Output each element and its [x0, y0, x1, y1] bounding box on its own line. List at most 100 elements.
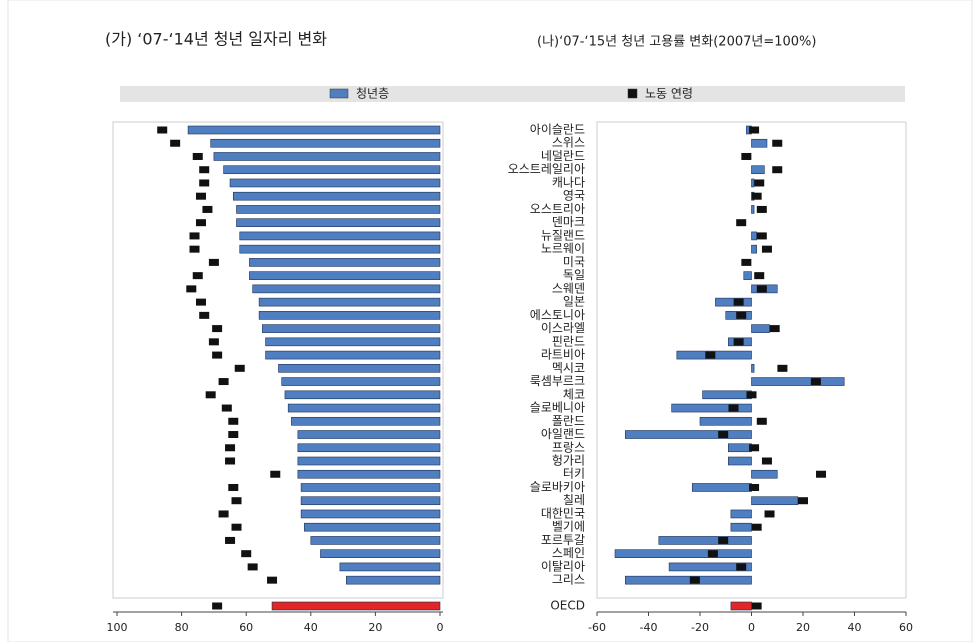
marker	[756, 205, 767, 213]
x-tick-label: 100	[107, 621, 128, 634]
marker	[756, 285, 767, 293]
category-label: 뉴질랜드	[541, 228, 585, 242]
category-label: 프랑스	[552, 440, 585, 454]
category-label: 스웨덴	[552, 281, 585, 295]
bar	[743, 271, 752, 280]
bar	[339, 562, 441, 572]
marker	[192, 152, 203, 160]
bar	[320, 549, 441, 558]
marker	[228, 483, 239, 491]
marker	[749, 483, 760, 491]
marker	[736, 219, 747, 227]
marker	[761, 245, 772, 253]
marker	[733, 298, 744, 306]
bar	[310, 536, 441, 545]
marker	[231, 523, 242, 531]
category-label: 오스트리아	[530, 202, 585, 216]
category-label: 폴란드	[552, 414, 585, 428]
marker	[756, 417, 767, 425]
bar	[265, 337, 441, 347]
bar	[300, 509, 441, 519]
category-label: 대한민국	[541, 506, 585, 520]
legend-swatch	[329, 88, 349, 99]
x-tick-label: 60	[899, 621, 913, 634]
bar	[297, 456, 441, 466]
marker	[705, 351, 716, 359]
bar	[223, 165, 441, 175]
bar	[751, 205, 755, 214]
marker	[208, 338, 219, 346]
category-label: 노르웨이	[541, 242, 585, 256]
marker	[241, 550, 252, 558]
bar	[239, 244, 441, 254]
category-label: 스위스	[552, 136, 585, 150]
marker	[754, 179, 765, 187]
category-label: 슬로베니아	[530, 401, 585, 415]
category-label: 미국	[563, 255, 585, 269]
bar	[236, 205, 441, 214]
legend-label: 청년층	[356, 87, 389, 101]
category-label: 멕시코	[552, 361, 585, 375]
category-label: 핀란드	[552, 334, 585, 348]
marker	[777, 364, 788, 372]
category-label: 슬로바키아	[530, 480, 585, 494]
marker	[749, 126, 760, 134]
category-label: 포르투갈	[541, 533, 585, 547]
marker	[212, 602, 223, 610]
bar	[751, 364, 755, 373]
category-label: 스페인	[552, 546, 585, 560]
bar	[728, 456, 752, 466]
category-label: 오스트레일리아	[508, 162, 585, 176]
marker	[205, 391, 216, 399]
legend-label: 노동 연령	[645, 87, 693, 101]
bar	[258, 297, 441, 307]
category-label: 그리스	[552, 573, 585, 587]
category-label: 캐나다	[552, 175, 585, 189]
marker	[189, 245, 200, 253]
bar	[281, 377, 441, 386]
category-label: 라트비아	[541, 348, 585, 362]
marker	[761, 457, 772, 465]
bar	[751, 178, 755, 188]
marker	[754, 272, 765, 280]
marker	[199, 166, 210, 174]
marker	[736, 563, 747, 571]
marker	[798, 497, 808, 505]
bar	[284, 390, 441, 400]
marker	[816, 470, 827, 478]
bar	[715, 297, 752, 307]
bar	[287, 403, 441, 413]
bar	[730, 522, 752, 532]
category-label: 아이슬란드	[530, 123, 585, 137]
bar	[751, 496, 799, 506]
x-tick-label: 60	[239, 621, 253, 634]
bar	[671, 403, 752, 413]
marker	[718, 536, 729, 544]
bar	[265, 350, 441, 360]
marker	[199, 179, 210, 187]
bar	[232, 191, 441, 201]
category-label: 이탈리아	[541, 559, 585, 573]
x-tick-label: -40	[640, 621, 658, 634]
bar	[210, 138, 441, 148]
bar	[249, 258, 441, 267]
bar	[229, 178, 441, 188]
marker	[733, 338, 744, 346]
marker	[741, 152, 752, 160]
marker	[228, 417, 239, 425]
marker	[810, 378, 821, 386]
marker	[247, 563, 258, 571]
category-label: 일본	[563, 295, 585, 309]
marker	[772, 139, 783, 147]
bar	[278, 364, 441, 373]
marker	[751, 602, 762, 610]
marker	[764, 510, 775, 518]
marker	[225, 457, 236, 465]
bar	[304, 522, 441, 532]
marker	[751, 523, 762, 531]
bar	[239, 231, 441, 241]
marker	[195, 219, 206, 227]
bar	[249, 271, 441, 280]
bar	[751, 138, 768, 148]
